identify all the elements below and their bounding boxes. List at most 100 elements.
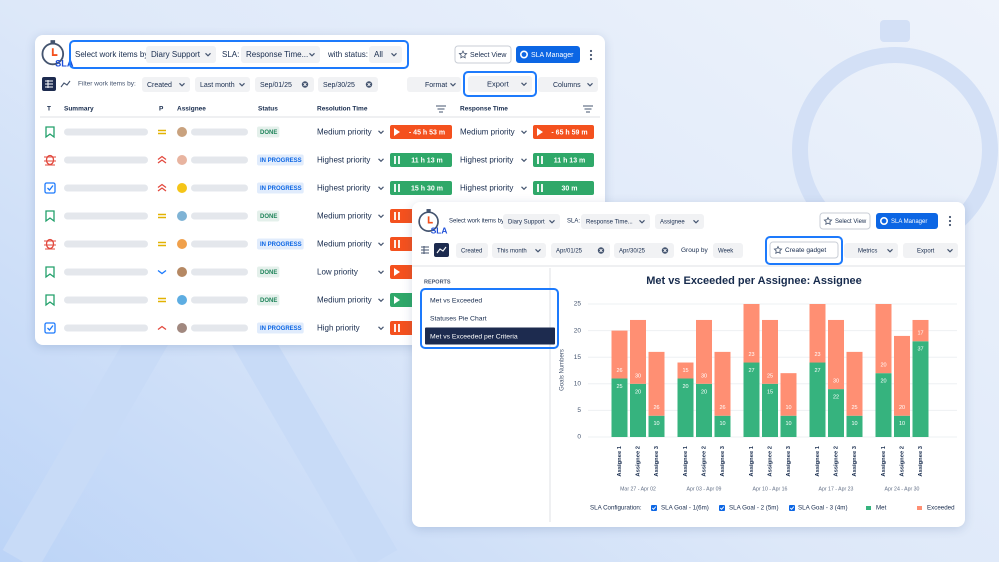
priority-low bbox=[157, 269, 167, 275]
create-gadget-button[interactable]: Create gadget bbox=[769, 241, 839, 259]
avatar bbox=[177, 295, 187, 305]
to-date[interactable]: Apr/30/25 bbox=[614, 243, 674, 258]
project-dropdown[interactable]: Diary Support bbox=[146, 46, 216, 63]
logo-knob bbox=[50, 40, 56, 44]
chevron-icon bbox=[378, 270, 384, 275]
sla-manager-button[interactable]: SLA Manager bbox=[876, 213, 938, 229]
range-dropdown-box bbox=[195, 77, 250, 92]
bar-segment bbox=[714, 351, 731, 416]
priority-text: Highest priority bbox=[317, 156, 370, 165]
format-button-text: Format bbox=[425, 82, 447, 89]
range-dropdown[interactable]: Last month bbox=[195, 77, 250, 92]
field-chip[interactable]: Created bbox=[456, 243, 488, 258]
bar-segment bbox=[611, 378, 628, 437]
status-badge bbox=[257, 294, 280, 306]
sla-dropdown[interactable]: Response Time... bbox=[581, 214, 650, 229]
bar-label: 20 bbox=[635, 389, 641, 395]
avatar bbox=[177, 239, 187, 249]
chevron-icon bbox=[521, 82, 527, 87]
group-dropdown-text: Assignee bbox=[660, 220, 685, 226]
select-view-button[interactable]: Select View bbox=[454, 45, 512, 64]
filter-icon bbox=[436, 105, 446, 113]
report-item-selected bbox=[425, 327, 555, 345]
timer-text: - 45 h 53 m bbox=[409, 129, 445, 136]
story-icon bbox=[45, 294, 55, 307]
x-tick-label: Assignee 1 bbox=[881, 445, 887, 476]
assignee-placeholder bbox=[191, 128, 248, 136]
status-badge-text: DONE bbox=[260, 214, 277, 220]
columns-button[interactable]: Columns bbox=[538, 77, 598, 92]
chevron-icon bbox=[450, 82, 456, 87]
label: with status: bbox=[327, 50, 368, 59]
column-header: Resolution Time bbox=[317, 106, 368, 113]
x-tick-label: Assignee 2 bbox=[834, 446, 840, 477]
to-date-text: Sep/30/25 bbox=[323, 82, 355, 89]
group-by-chip[interactable]: Week bbox=[713, 243, 743, 258]
export-button[interactable]: Export bbox=[468, 76, 532, 92]
highlight-frame bbox=[69, 40, 409, 69]
export-button-text: Export bbox=[487, 79, 510, 88]
field-dropdown-text: Created bbox=[147, 82, 172, 89]
group-label: Apr 10 - Apr 16 bbox=[753, 486, 788, 492]
bar-segment bbox=[846, 415, 863, 437]
bar-segment bbox=[714, 415, 731, 437]
y-tick-label: 25 bbox=[574, 301, 582, 308]
sla-manager-button[interactable]: SLA Manager bbox=[516, 46, 580, 63]
sla-manager-button-text: SLA Manager bbox=[531, 52, 574, 59]
bar-segment bbox=[912, 319, 929, 342]
legend-checkbox[interactable] bbox=[719, 505, 725, 511]
select-view-button[interactable]: Select View bbox=[819, 212, 871, 230]
pause-icon bbox=[394, 156, 400, 164]
x-tick-label: Assignee 3 bbox=[918, 445, 924, 476]
label: Select work items by: bbox=[449, 219, 506, 225]
legend-swatch bbox=[917, 506, 922, 510]
timer-box bbox=[533, 153, 594, 167]
logo-ring bbox=[418, 211, 439, 232]
y-tick-label: 20 bbox=[574, 327, 582, 334]
sla-dropdown[interactable]: Response Time... bbox=[241, 46, 320, 63]
from-date[interactable]: Sep/01/25 bbox=[255, 77, 314, 92]
sla-dropdown-text: Response Time... bbox=[246, 50, 308, 59]
export-button-box bbox=[468, 76, 532, 92]
assignee-placeholder bbox=[191, 212, 248, 220]
project-dropdown-text: Diary Support bbox=[151, 50, 201, 59]
export-button[interactable]: Export bbox=[903, 243, 958, 258]
legend-filter: SLA Goal - 1(6m) bbox=[661, 505, 709, 512]
legend-checkbox[interactable] bbox=[789, 505, 795, 511]
from-date-box bbox=[255, 77, 314, 92]
field-dropdown[interactable]: Created bbox=[142, 77, 190, 92]
more-icon bbox=[589, 57, 593, 61]
table-view-glyph bbox=[421, 246, 429, 254]
metrics-button[interactable]: Metrics bbox=[844, 243, 898, 258]
group-dropdown[interactable]: Assignee bbox=[655, 214, 704, 229]
project-dropdown[interactable]: Diary Support bbox=[503, 214, 560, 229]
priority-medium bbox=[158, 213, 166, 219]
column-header: Response Time bbox=[460, 106, 508, 113]
bar-segment bbox=[875, 304, 892, 374]
gear-icon bbox=[519, 50, 528, 59]
project-dropdown-box bbox=[503, 214, 560, 229]
from-date[interactable]: Apr/01/25 bbox=[551, 243, 610, 258]
highlight-frame bbox=[420, 288, 559, 349]
legend-checkbox[interactable] bbox=[651, 505, 657, 511]
bug-icon bbox=[45, 238, 55, 250]
bar-label: 10 bbox=[899, 421, 905, 427]
bar-segment bbox=[828, 389, 844, 437]
bar-segment bbox=[912, 341, 929, 437]
field-dropdown-box bbox=[142, 77, 190, 92]
priority-text: Medium priority bbox=[317, 212, 372, 221]
report-item: Met vs Exceeded per Criteria bbox=[430, 333, 518, 340]
bar-segment bbox=[762, 319, 778, 384]
to-date[interactable]: Sep/30/25 bbox=[318, 77, 378, 92]
timer-box bbox=[390, 125, 452, 139]
chevron-icon bbox=[179, 82, 185, 87]
range-dropdown[interactable]: This month bbox=[492, 243, 546, 258]
status-dropdown[interactable]: All bbox=[369, 46, 402, 63]
format-button[interactable]: Format bbox=[407, 77, 461, 92]
export-button-text: Export bbox=[917, 249, 935, 255]
bar-label: 20 bbox=[682, 384, 688, 390]
pause-icon bbox=[394, 184, 400, 192]
status-dropdown-text: All bbox=[374, 50, 383, 59]
status-badge-text: DONE bbox=[260, 130, 277, 136]
status-badge bbox=[257, 238, 304, 250]
